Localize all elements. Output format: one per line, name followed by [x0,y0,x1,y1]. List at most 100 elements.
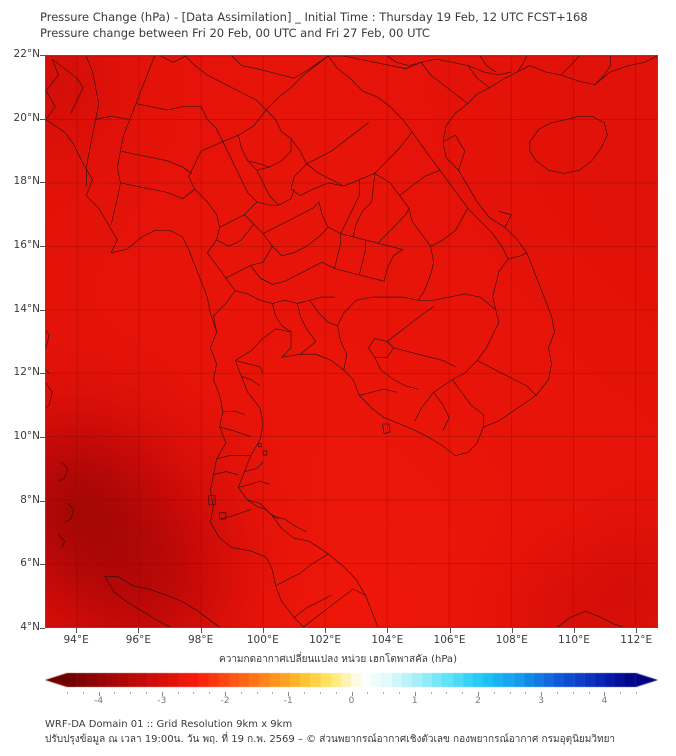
longitude-tick-mark [325,628,327,633]
coastlines-and-borders [46,56,657,627]
latitude-tick-label: 20°N [13,111,40,124]
colorbar-tick-label: 2 [475,696,481,706]
colorbar-minor-tick [572,692,574,694]
longitude-tick-label: 96°E [125,634,151,646]
longitude-tick-label: 112°E [620,634,653,646]
longitude-tick-mark [200,628,202,633]
colorbar-minor-tick [588,692,590,694]
longitude-tick-mark [573,628,575,633]
colorbar-minor-tick [509,692,511,694]
latitude-tick-label: 8°N [20,493,40,506]
latitude-tick-mark [40,118,45,120]
colorbar-minor-tick [383,692,385,694]
colorbar-minor-tick [146,692,148,694]
colorbar-tick-mark [541,692,543,696]
longitude-tick-label: 110°E [558,634,590,646]
longitude-tick-mark [636,628,638,633]
title-block: Pressure Change (hPa) - [Data Assimilati… [40,9,660,41]
colorbar-title: ความกดอากาศเปลี่ยนแปลง หน่วย เฮกโตพาสคัล… [219,654,457,665]
colorbar-minor-tick [398,692,400,694]
longitude-tick-label: 104°E [371,634,404,646]
colorbar-minor-tick [335,692,337,694]
longitude-tick-label: 94°E [63,634,89,646]
colorbar-minor-tick [493,692,495,694]
colorbar-minor-tick [177,692,179,694]
footer-attribution: ปรับปรุงข้อมูล ณ เวลา 19:00น. วัน พฤ. ที… [45,734,616,745]
latitude-tick-label: 18°N [13,175,40,188]
colorbar-minor-tick [446,692,448,694]
latitude-tick-mark [40,373,45,375]
colorbar-tick-mark [225,692,227,696]
longitude-tick-mark [387,628,389,633]
colorbar-tick-mark [161,692,163,696]
latitude-tick-mark [40,437,45,438]
longitude-tick-label: 102°E [309,634,342,646]
longitude-tick-label: 106°E [433,634,466,646]
longitude-tick-label: 108°E [495,634,528,646]
colorbar-minor-tick [430,692,432,694]
latitude-tick-mark [40,564,45,566]
map-plot-area [45,55,658,628]
colorbar-minor-tick [256,692,258,694]
colorbar-minor-tick [620,692,622,694]
colorbar-tick-mark [288,692,290,696]
longitude-tick-mark [138,628,140,633]
chart-title-primary: Pressure Change (hPa) - [Data Assimilati… [40,10,588,24]
latitude-tick-mark [40,246,45,247]
colorbar-tick-label: -3 [157,696,167,706]
colorbar-tick-label: 3 [538,696,545,706]
latitude-tick-label: 4°N [20,621,40,633]
colorbar-minor-tick [367,692,369,694]
colorbar-minor-tick [525,692,527,694]
colorbar-tick-label: -4 [94,696,104,706]
colorbar-tick-mark [414,692,416,696]
latitude-tick-mark [40,500,45,502]
longitude-tick-label: 100°E [246,634,279,646]
colorbar-tick-label: 0 [348,696,355,706]
pressure-field-raster [46,56,657,627]
latitude-tick-mark [40,55,45,56]
gridlines [46,56,657,627]
colorbar-tick-label: 1 [411,696,418,706]
colorbar-minor-tick [240,692,242,694]
longitude-tick-mark [449,628,451,633]
colorbar-tick-label: -2 [220,696,230,706]
colorbar-minor-tick [67,692,68,694]
colorbar-minor-tick [130,692,132,694]
colorbar-tick-mark [477,692,479,696]
colorbar-minor-tick [209,692,211,694]
colorbar-tick-mark [351,692,353,696]
latitude-tick-mark [40,309,45,311]
colorbar-minor-tick [193,692,195,694]
latitude-tick-label: 22°N [13,48,40,60]
longitude-tick-mark [511,628,513,633]
latitude-tick-label: 14°N [13,302,40,315]
colorbar-minor-tick [272,692,274,694]
latitude-tick-mark [40,628,45,629]
colorbar-minor-tick [462,692,464,694]
latitude-tick-label: 16°N [13,239,40,251]
colorbar-minor-tick [304,692,306,694]
colorbar: -4 -3 -2 -1 0 1 2 3 4 [45,672,658,706]
colorbar-tick-label: -1 [283,696,293,706]
colorbar-minor-tick [556,692,558,694]
latitude-tick-label: 12°N [13,366,40,379]
colorbar-minor-tick [319,692,321,694]
colorbar-minor-tick [636,692,637,694]
colorbar-tick-mark [98,692,100,696]
colorbar-region: ความกดอากาศเปลี่ยนแปลง หน่วย เฮกโตพาสคัล… [0,652,676,714]
longitude-tick-mark [76,628,78,633]
longitude-tick-label: 98°E [187,634,214,646]
latitude-tick-label: 6°N [20,557,40,570]
colorbar-minor-tick [82,692,84,694]
latitude-tick-mark [40,182,45,184]
colorbar-tick-mark [604,692,606,696]
colorbar-minor-tick [114,692,116,694]
footer-model-info: WRF-DA Domain 01 :: Grid Resolution 9km … [45,719,293,730]
map-overlay [46,56,657,627]
chart-title-secondary: Pressure change between Fri 20 Feb, 00 U… [40,26,430,40]
latitude-tick-label: 10°N [13,430,40,442]
colorbar-tick-label: 4 [601,696,608,706]
footer: WRF-DA Domain 01 :: Grid Resolution 9km … [45,717,665,747]
